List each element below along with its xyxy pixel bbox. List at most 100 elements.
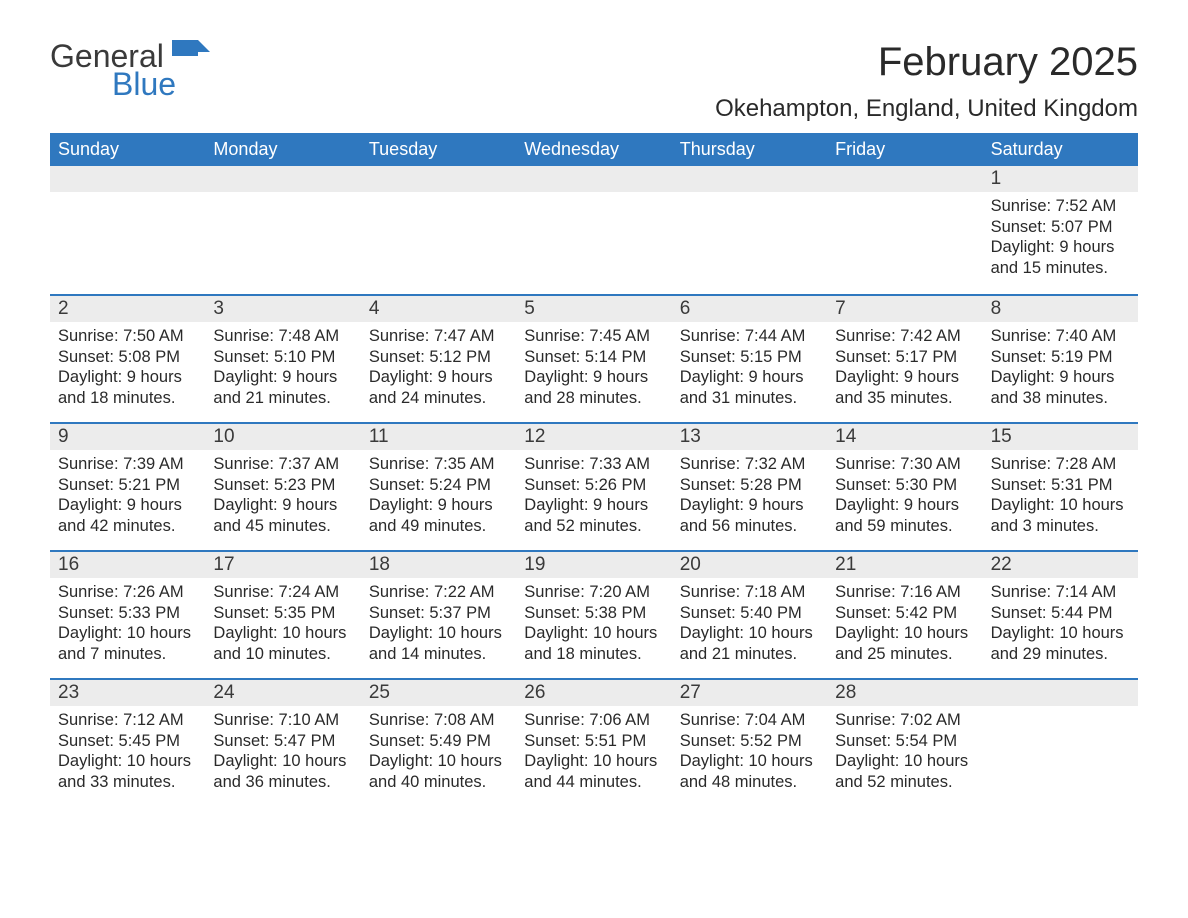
daylight-line-1: Daylight: 10 hours	[369, 623, 510, 644]
day-cell: 27Sunrise: 7:04 AMSunset: 5:52 PMDayligh…	[672, 680, 827, 806]
sunrise-line: Sunrise: 7:14 AM	[991, 582, 1132, 603]
day-number: 18	[361, 552, 516, 578]
day-details: Sunrise: 7:48 AMSunset: 5:10 PMDaylight:…	[211, 326, 354, 409]
day-details: Sunrise: 7:44 AMSunset: 5:15 PMDaylight:…	[678, 326, 821, 409]
day-cell: 11Sunrise: 7:35 AMSunset: 5:24 PMDayligh…	[361, 424, 516, 550]
sunrise-line: Sunrise: 7:40 AM	[991, 326, 1132, 347]
sunset-line: Sunset: 5:54 PM	[835, 731, 976, 752]
day-cell	[983, 680, 1138, 806]
day-details: Sunrise: 7:45 AMSunset: 5:14 PMDaylight:…	[522, 326, 665, 409]
daylight-line-1: Daylight: 9 hours	[680, 495, 821, 516]
sunset-line: Sunset: 5:33 PM	[58, 603, 199, 624]
sunset-line: Sunset: 5:30 PM	[835, 475, 976, 496]
day-details: Sunrise: 7:39 AMSunset: 5:21 PMDaylight:…	[56, 454, 199, 537]
day-number: 2	[50, 296, 205, 322]
daylight-line-2: and 3 minutes.	[991, 516, 1132, 537]
daylight-line-2: and 33 minutes.	[58, 772, 199, 793]
daylight-line-2: and 52 minutes.	[524, 516, 665, 537]
day-cell: 26Sunrise: 7:06 AMSunset: 5:51 PMDayligh…	[516, 680, 671, 806]
day-cell: 5Sunrise: 7:45 AMSunset: 5:14 PMDaylight…	[516, 296, 671, 422]
weekday-header-row: SundayMondayTuesdayWednesdayThursdayFrid…	[50, 133, 1138, 166]
daylight-line-2: and 52 minutes.	[835, 772, 976, 793]
day-cell: 8Sunrise: 7:40 AMSunset: 5:19 PMDaylight…	[983, 296, 1138, 422]
sunrise-line: Sunrise: 7:18 AM	[680, 582, 821, 603]
day-number	[205, 166, 360, 192]
day-details: Sunrise: 7:37 AMSunset: 5:23 PMDaylight:…	[211, 454, 354, 537]
day-number: 3	[205, 296, 360, 322]
day-cell	[361, 166, 516, 294]
sunset-line: Sunset: 5:14 PM	[524, 347, 665, 368]
day-details: Sunrise: 7:08 AMSunset: 5:49 PMDaylight:…	[367, 710, 510, 793]
day-number: 16	[50, 552, 205, 578]
day-details: Sunrise: 7:18 AMSunset: 5:40 PMDaylight:…	[678, 582, 821, 665]
daylight-line-1: Daylight: 9 hours	[213, 495, 354, 516]
day-cell: 9Sunrise: 7:39 AMSunset: 5:21 PMDaylight…	[50, 424, 205, 550]
weekday-header: Saturday	[983, 133, 1138, 166]
day-details: Sunrise: 7:12 AMSunset: 5:45 PMDaylight:…	[56, 710, 199, 793]
day-details: Sunrise: 7:14 AMSunset: 5:44 PMDaylight:…	[989, 582, 1132, 665]
day-cell: 18Sunrise: 7:22 AMSunset: 5:37 PMDayligh…	[361, 552, 516, 678]
title-block: February 2025 Okehampton, England, Unite…	[715, 40, 1138, 123]
daylight-line-1: Daylight: 10 hours	[369, 751, 510, 772]
weeks-container: 1Sunrise: 7:52 AMSunset: 5:07 PMDaylight…	[50, 166, 1138, 806]
sunset-line: Sunset: 5:31 PM	[991, 475, 1132, 496]
day-number: 19	[516, 552, 671, 578]
day-cell	[672, 166, 827, 294]
day-details: Sunrise: 7:40 AMSunset: 5:19 PMDaylight:…	[989, 326, 1132, 409]
day-details: Sunrise: 7:10 AMSunset: 5:47 PMDaylight:…	[211, 710, 354, 793]
daylight-line-1: Daylight: 10 hours	[835, 751, 976, 772]
week-row: 16Sunrise: 7:26 AMSunset: 5:33 PMDayligh…	[50, 550, 1138, 678]
daylight-line-1: Daylight: 9 hours	[680, 367, 821, 388]
sunset-line: Sunset: 5:15 PM	[680, 347, 821, 368]
calendar: SundayMondayTuesdayWednesdayThursdayFrid…	[50, 133, 1138, 806]
day-number: 11	[361, 424, 516, 450]
day-number: 4	[361, 296, 516, 322]
daylight-line-2: and 15 minutes.	[991, 258, 1132, 279]
sunrise-line: Sunrise: 7:02 AM	[835, 710, 976, 731]
sunset-line: Sunset: 5:07 PM	[991, 217, 1132, 238]
day-number	[827, 166, 982, 192]
sunrise-line: Sunrise: 7:30 AM	[835, 454, 976, 475]
day-details: Sunrise: 7:02 AMSunset: 5:54 PMDaylight:…	[833, 710, 976, 793]
day-number: 27	[672, 680, 827, 706]
sunrise-line: Sunrise: 7:12 AM	[58, 710, 199, 731]
day-number: 10	[205, 424, 360, 450]
day-cell: 7Sunrise: 7:42 AMSunset: 5:17 PMDaylight…	[827, 296, 982, 422]
logo: General Blue	[50, 40, 210, 100]
day-cell: 19Sunrise: 7:20 AMSunset: 5:38 PMDayligh…	[516, 552, 671, 678]
daylight-line-2: and 18 minutes.	[58, 388, 199, 409]
day-number: 14	[827, 424, 982, 450]
day-details: Sunrise: 7:50 AMSunset: 5:08 PMDaylight:…	[56, 326, 199, 409]
day-cell	[516, 166, 671, 294]
sunrise-line: Sunrise: 7:33 AM	[524, 454, 665, 475]
daylight-line-2: and 56 minutes.	[680, 516, 821, 537]
day-details: Sunrise: 7:06 AMSunset: 5:51 PMDaylight:…	[522, 710, 665, 793]
sunrise-line: Sunrise: 7:32 AM	[680, 454, 821, 475]
sunset-line: Sunset: 5:51 PM	[524, 731, 665, 752]
weekday-header: Friday	[827, 133, 982, 166]
daylight-line-1: Daylight: 10 hours	[58, 623, 199, 644]
daylight-line-1: Daylight: 10 hours	[213, 751, 354, 772]
sunrise-line: Sunrise: 7:26 AM	[58, 582, 199, 603]
daylight-line-1: Daylight: 10 hours	[58, 751, 199, 772]
sunset-line: Sunset: 5:19 PM	[991, 347, 1132, 368]
day-number	[516, 166, 671, 192]
day-details: Sunrise: 7:26 AMSunset: 5:33 PMDaylight:…	[56, 582, 199, 665]
sunset-line: Sunset: 5:21 PM	[58, 475, 199, 496]
sunset-line: Sunset: 5:26 PM	[524, 475, 665, 496]
day-cell: 23Sunrise: 7:12 AMSunset: 5:45 PMDayligh…	[50, 680, 205, 806]
weekday-header: Thursday	[672, 133, 827, 166]
daylight-line-2: and 24 minutes.	[369, 388, 510, 409]
daylight-line-2: and 45 minutes.	[213, 516, 354, 537]
daylight-line-2: and 44 minutes.	[524, 772, 665, 793]
daylight-line-2: and 40 minutes.	[369, 772, 510, 793]
daylight-line-2: and 29 minutes.	[991, 644, 1132, 665]
day-number: 12	[516, 424, 671, 450]
day-details: Sunrise: 7:16 AMSunset: 5:42 PMDaylight:…	[833, 582, 976, 665]
daylight-line-2: and 28 minutes.	[524, 388, 665, 409]
sunset-line: Sunset: 5:52 PM	[680, 731, 821, 752]
sunrise-line: Sunrise: 7:04 AM	[680, 710, 821, 731]
daylight-line-2: and 42 minutes.	[58, 516, 199, 537]
sunset-line: Sunset: 5:23 PM	[213, 475, 354, 496]
day-cell: 10 Sunrise: 7:37 AMSunset: 5:23 PMDayligh…	[205, 424, 360, 550]
